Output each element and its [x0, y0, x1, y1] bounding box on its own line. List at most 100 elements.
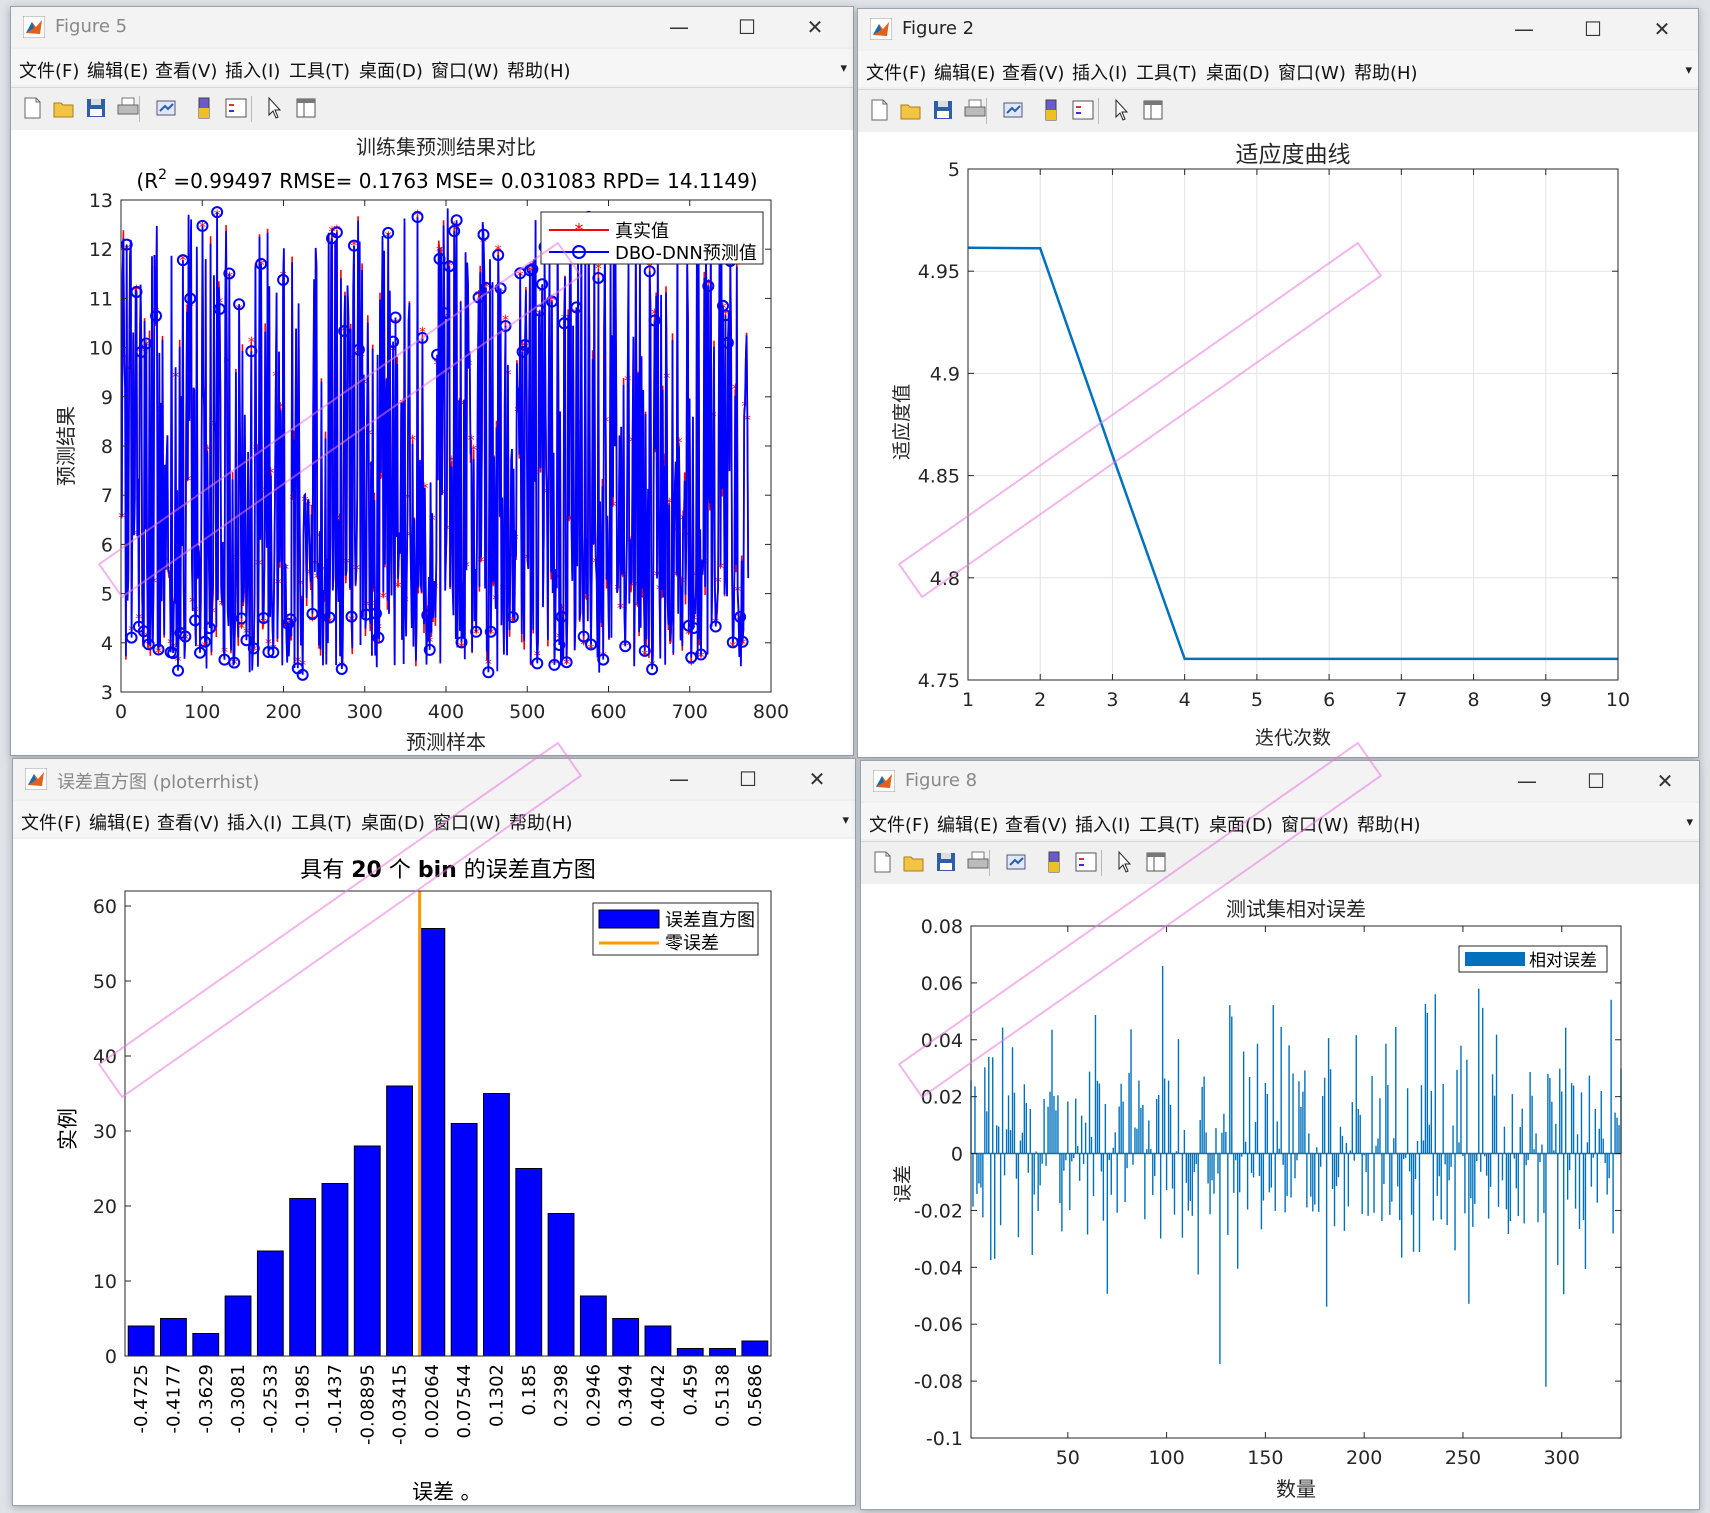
menu-item[interactable]: 插入(I) [227, 813, 283, 834]
true-marker: * [219, 598, 226, 614]
menu-item[interactable]: 窗口(W) [433, 813, 501, 834]
print-icon[interactable] [115, 95, 141, 121]
menu-overflow-icon[interactable]: ▾ [1685, 63, 1692, 78]
close-button[interactable]: ✕ [1656, 769, 1674, 793]
menu-item[interactable]: 查看(V) [1005, 815, 1068, 836]
link-plot-icon[interactable] [1000, 97, 1026, 123]
maximize-button[interactable]: ☐ [1587, 769, 1605, 793]
x-tick-label: 0.185 [519, 1364, 540, 1416]
figure5-titlebar[interactable]: Figure 5 — ☐ ✕ [11, 7, 853, 47]
pred-marker [560, 656, 573, 669]
open-file-icon[interactable] [901, 849, 927, 875]
link-plot-icon[interactable] [1003, 849, 1029, 875]
minimize-button[interactable]: — [669, 767, 689, 791]
figure8-window[interactable]: Figure 8 — ☐ ✕ 文件(F) 编辑(E) 查看(V) 插入(I) 工具(T)… [860, 760, 1700, 1510]
menu-item[interactable]: 工具(T) [289, 61, 351, 82]
property-inspector-icon[interactable] [1143, 849, 1169, 875]
minimize-button[interactable]: — [1514, 17, 1534, 41]
maximize-button[interactable]: ☐ [1584, 17, 1602, 41]
close-button[interactable]: ✕ [808, 767, 826, 791]
maximize-button[interactable]: ☐ [739, 767, 757, 791]
window-title: Figure 8 [905, 770, 978, 791]
menu-item[interactable]: 查看(V) [157, 813, 220, 834]
close-button[interactable]: ✕ [1653, 17, 1671, 41]
menu-item[interactable]: 帮助(H) [1354, 63, 1418, 84]
save-icon[interactable] [930, 97, 956, 123]
menu-item[interactable]: 编辑(E) [87, 61, 149, 82]
legend-icon[interactable] [1073, 849, 1099, 875]
pred-marker [577, 630, 590, 643]
new-figure-icon[interactable] [19, 95, 45, 121]
legend-icon[interactable] [223, 95, 249, 121]
menu-item[interactable]: 查看(V) [155, 61, 218, 82]
x-tick-label: 4 [1179, 689, 1191, 711]
print-icon[interactable] [965, 849, 991, 875]
menu-overflow-icon[interactable]: ▾ [1686, 815, 1693, 830]
menu-item[interactable]: 插入(I) [1075, 815, 1131, 836]
pointer-icon[interactable] [261, 95, 287, 121]
x-tick-label: 5 [1251, 689, 1263, 711]
figure2-titlebar[interactable]: Figure 2 — ☐ ✕ [858, 9, 1698, 49]
x-tick-label: 200 [265, 701, 301, 723]
menu-overflow-icon[interactable]: ▾ [840, 61, 847, 76]
pointer-icon[interactable] [1108, 97, 1134, 123]
error-histogram-window[interactable]: 误差直方图 (ploterrhist) — ☐ ✕ 文件(F) 编辑(E) 查看(V… [12, 758, 856, 1506]
property-inspector-icon[interactable] [1140, 97, 1166, 123]
save-icon[interactable] [83, 95, 109, 121]
legend-icon[interactable] [1070, 97, 1096, 123]
menu-item[interactable]: 窗口(W) [431, 61, 499, 82]
close-button[interactable]: ✕ [806, 15, 824, 39]
print-icon[interactable] [962, 97, 988, 123]
menu-item[interactable]: 工具(T) [291, 813, 353, 834]
menu-item[interactable]: 编辑(E) [89, 813, 151, 834]
x-tick-label: 0.459 [680, 1364, 701, 1416]
menu-item[interactable]: 窗口(W) [1278, 63, 1346, 84]
true-marker: * [619, 569, 626, 585]
menu-item[interactable]: 文件(F) [866, 63, 927, 84]
true-marker: * [580, 637, 587, 653]
x-tick-label: -0.3629 [196, 1364, 217, 1433]
open-file-icon[interactable] [51, 95, 77, 121]
figure8-titlebar[interactable]: Figure 8 — ☐ ✕ [861, 761, 1699, 801]
menu-item[interactable]: 桌面(D) [361, 813, 425, 834]
menu-item[interactable]: 插入(I) [1072, 63, 1128, 84]
true-marker: * [326, 616, 333, 632]
menu-item[interactable]: 文件(F) [21, 813, 82, 834]
maximize-button[interactable]: ☐ [738, 15, 756, 39]
menu-item[interactable]: 文件(F) [19, 61, 80, 82]
menu-item[interactable]: 窗口(W) [1281, 815, 1349, 836]
histogram-bar [160, 1318, 187, 1357]
menu-item[interactable]: 工具(T) [1136, 63, 1198, 84]
menu-item[interactable]: 文件(F) [869, 815, 930, 836]
link-plot-icon[interactable] [153, 95, 179, 121]
menu-item[interactable]: 帮助(H) [507, 61, 571, 82]
new-figure-icon[interactable] [866, 97, 892, 123]
figure5-window[interactable]: Figure 5 — ☐ ✕ 文件(F) 编辑(E) 查看(V) 插入(I) 工具(T)… [10, 6, 854, 756]
new-figure-icon[interactable] [869, 849, 895, 875]
pointer-icon[interactable] [1111, 849, 1137, 875]
colorbar-icon[interactable] [1041, 849, 1067, 875]
menu-item[interactable]: 桌面(D) [359, 61, 423, 82]
minimize-button[interactable]: — [1517, 769, 1537, 793]
open-file-icon[interactable] [898, 97, 924, 123]
menu-item[interactable]: 帮助(H) [509, 813, 573, 834]
colorbar-icon[interactable] [191, 95, 217, 121]
menu-item[interactable]: 插入(I) [225, 61, 281, 82]
menu-overflow-icon[interactable]: ▾ [842, 813, 849, 828]
pred-marker [323, 611, 336, 624]
menu-item[interactable]: 桌面(D) [1209, 815, 1273, 836]
menu-item[interactable]: 编辑(E) [937, 815, 999, 836]
menu-item[interactable]: 查看(V) [1002, 63, 1065, 84]
y-tick-label: -0.1 [926, 1428, 963, 1450]
menu-item[interactable]: 工具(T) [1139, 815, 1201, 836]
menu-item[interactable]: 帮助(H) [1357, 815, 1421, 836]
save-icon[interactable] [933, 849, 959, 875]
menu-item[interactable]: 编辑(E) [934, 63, 996, 84]
property-inspector-icon[interactable] [293, 95, 319, 121]
menu-item[interactable]: 桌面(D) [1206, 63, 1270, 84]
minimize-button[interactable]: — [669, 15, 689, 39]
x-tick-label: 500 [509, 701, 545, 723]
colorbar-icon[interactable] [1038, 97, 1064, 123]
histogram-titlebar[interactable]: 误差直方图 (ploterrhist) — ☐ ✕ [13, 759, 855, 799]
figure2-window[interactable]: Figure 2 — ☐ ✕ 文件(F) 编辑(E) 查看(V) 插入(I) 工具(T)… [857, 8, 1699, 758]
